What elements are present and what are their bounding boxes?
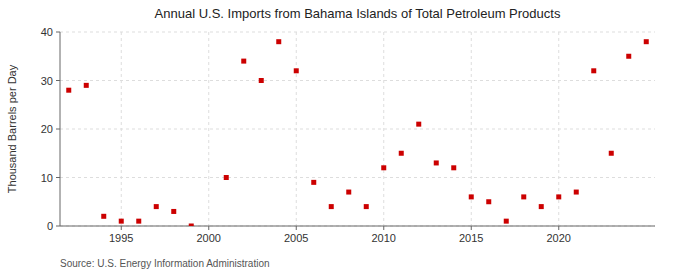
chart: 1995 2000 2005 2010 2015 2020 0 10 20 30 40 Annual … (0, 0, 675, 275)
y-tick-label: 10 (41, 172, 53, 184)
point (189, 224, 194, 227)
y-tick (56, 177, 60, 178)
y-axis-label: Thousand Barrels per Day (6, 64, 18, 193)
point (346, 190, 351, 195)
point (451, 165, 456, 170)
y-tick-label: 30 (41, 75, 53, 87)
point (136, 219, 141, 224)
point (381, 165, 386, 170)
point (486, 199, 491, 204)
x-tick-label: 2000 (197, 232, 221, 244)
x-tick-label: 2010 (372, 232, 396, 244)
y-tick (56, 129, 60, 130)
point (171, 209, 176, 214)
point (504, 219, 509, 224)
point (416, 122, 421, 127)
grid-line-y (60, 32, 655, 33)
points (66, 39, 649, 226)
y-tick (56, 80, 60, 81)
point (66, 88, 71, 93)
x-tick (296, 226, 297, 230)
point (294, 68, 299, 73)
x-tick (471, 226, 472, 230)
grid-line-x (296, 32, 297, 226)
x-tick (558, 226, 559, 230)
y-tick (56, 32, 60, 33)
point (434, 160, 439, 165)
source: Source: U.S. Energy Information Administ… (60, 258, 270, 269)
y-tick-label: 20 (41, 123, 53, 135)
point (626, 54, 631, 59)
grid-line-x (383, 32, 384, 226)
x-tick (383, 226, 384, 230)
grid (60, 32, 655, 226)
x-tick (208, 226, 209, 230)
point (364, 204, 369, 209)
grid-line-y (60, 226, 655, 227)
point (311, 180, 316, 185)
point (259, 78, 264, 83)
point (469, 194, 474, 199)
title: Annual U.S. Imports from Bahama Islands … (155, 6, 561, 21)
x-tick-label: 2015 (459, 232, 483, 244)
point (591, 68, 596, 73)
point (556, 194, 561, 199)
x-tick-label: 1995 (109, 232, 133, 244)
point (224, 175, 229, 180)
point (399, 151, 404, 156)
grid-line-x (121, 32, 122, 226)
x-tick (121, 226, 122, 230)
y-tick-label: 40 (41, 26, 53, 38)
point (574, 190, 579, 195)
grid-line-x (208, 32, 209, 226)
point (609, 151, 614, 156)
point (101, 214, 106, 219)
grid-line-y (60, 177, 655, 178)
point (539, 204, 544, 209)
x-axis-line (60, 226, 655, 227)
point (521, 194, 526, 199)
grid-line-y (60, 129, 655, 130)
point (276, 39, 281, 44)
point (329, 204, 334, 209)
grid-line-y (60, 80, 655, 81)
point (644, 39, 649, 44)
point (119, 219, 124, 224)
x-tick-label: 2020 (547, 232, 571, 244)
point (84, 83, 89, 88)
point (241, 59, 246, 64)
y-tick (56, 226, 60, 227)
point (154, 204, 159, 209)
x-tick-label: 2005 (284, 232, 308, 244)
y-tick-label: 0 (47, 220, 53, 232)
